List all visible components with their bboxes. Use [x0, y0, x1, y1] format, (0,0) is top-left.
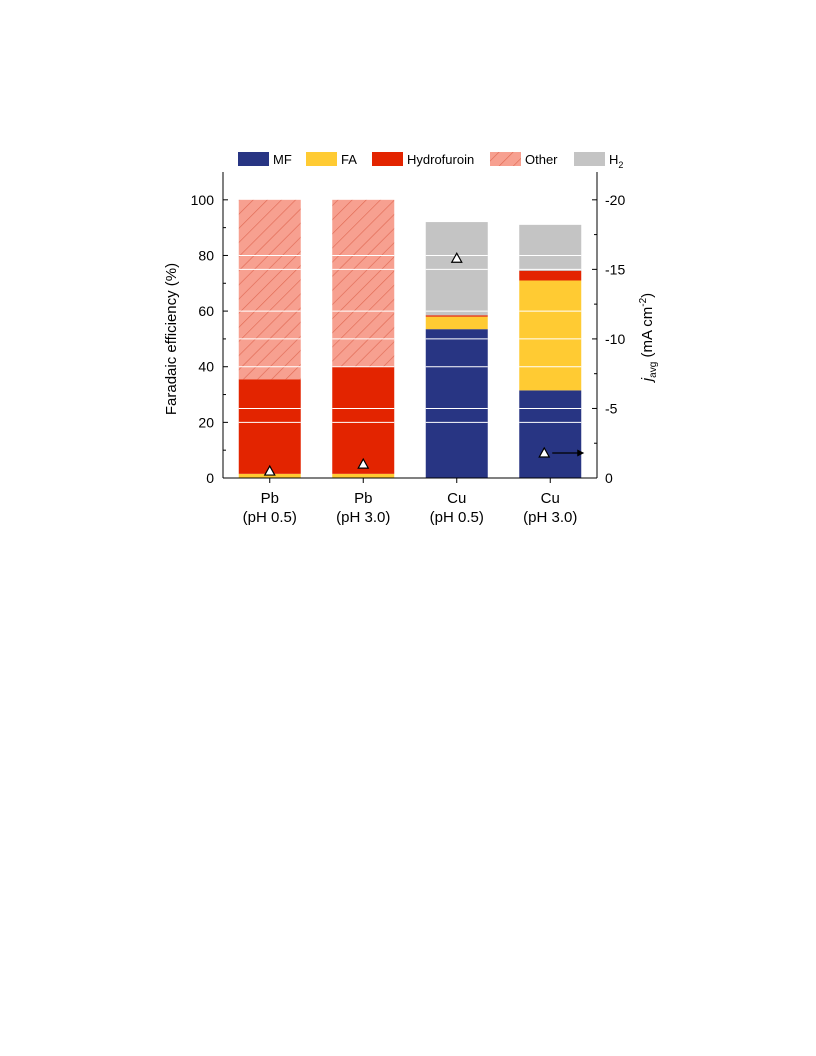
axis-arrow-head [577, 449, 585, 457]
gridlines [238, 254, 582, 423]
y2-title-subscript: avg [648, 362, 659, 378]
y2-title-j: j [639, 377, 656, 383]
y2-tick-label: -5 [605, 400, 618, 416]
y2-tick-label: -10 [605, 331, 625, 347]
axes: 0 20 40 60 80 100 0 -5 -10 -15 -20 Pb (pH 0.5) Pb (pH … [191, 172, 625, 526]
legend-label-mf: MF [273, 152, 292, 167]
bar-segment-other [238, 199, 301, 380]
bar-segment-hydrofuroin [425, 315, 488, 317]
bar-segment-h2 [519, 224, 582, 271]
bar-segment-fa [425, 316, 488, 330]
x-tick-label: Pb [261, 490, 279, 507]
j-avg-marker [263, 464, 276, 476]
j-avg-markers [263, 252, 585, 476]
bar-segment-hydrofuroin [332, 366, 395, 474]
legend-swatch-fa [306, 152, 337, 166]
legend: MF FA Hydrofuroin Other H2 [238, 152, 623, 170]
bar-segment-mf [425, 329, 488, 478]
y-tick-label: 100 [191, 192, 215, 208]
legend-label-h2: H2 [609, 152, 623, 170]
y2-tick-label: -20 [605, 192, 625, 208]
legend-label-hydrofuroin: Hydrofuroin [407, 152, 474, 167]
y2-title-units: (mA cm [639, 307, 656, 362]
x-tick-label: (pH 0.5) [430, 509, 484, 526]
legend-swatch-other [490, 152, 521, 166]
legend-label-fa: FA [341, 152, 357, 167]
bar-segment-h2 [425, 222, 488, 316]
legend-label-subscript: 2 [618, 160, 623, 170]
y2-title-superscript: -2 [638, 297, 649, 306]
y2-tick-label: -15 [605, 261, 625, 277]
x-tick-label: (pH 0.5) [243, 509, 297, 526]
legend-swatch-h2 [574, 152, 605, 166]
y-tick-label: 0 [206, 470, 214, 486]
j-avg-marker [538, 446, 551, 458]
y2-tick-label: 0 [605, 470, 613, 486]
y-tick-label: 20 [198, 414, 214, 430]
y-tick-label: 40 [198, 359, 214, 375]
y-tick-label: 80 [198, 247, 214, 263]
bar-segment-hydrofuroin [519, 270, 582, 281]
bar-segment-fa [238, 473, 301, 478]
legend-label-other: Other [525, 152, 558, 167]
j-avg-marker [450, 252, 463, 263]
x-tick-label: (pH 3.0) [336, 509, 390, 526]
x-tick-label: (pH 3.0) [523, 509, 577, 526]
x-tick-label: Cu [447, 490, 466, 507]
bar-segment-mf [519, 390, 582, 478]
y-axis-title: Faradaic efficiency (%) [163, 263, 180, 415]
y2-axis-title: javg (mA cm-2) [638, 293, 659, 383]
x-tick-label: Pb [354, 490, 372, 507]
bar-segment-fa [332, 473, 395, 478]
j-avg-marker [357, 457, 370, 469]
x-tick-label: Cu [541, 490, 560, 507]
bar-segment-fa [519, 280, 582, 391]
y2-title-close: ) [639, 293, 656, 298]
legend-swatch-hydrofuroin [372, 152, 403, 166]
bar-segment-hydrofuroin [238, 379, 301, 474]
bar-segment-other [332, 199, 395, 367]
y-tick-label: 60 [198, 303, 214, 319]
legend-swatch-mf [238, 152, 269, 166]
